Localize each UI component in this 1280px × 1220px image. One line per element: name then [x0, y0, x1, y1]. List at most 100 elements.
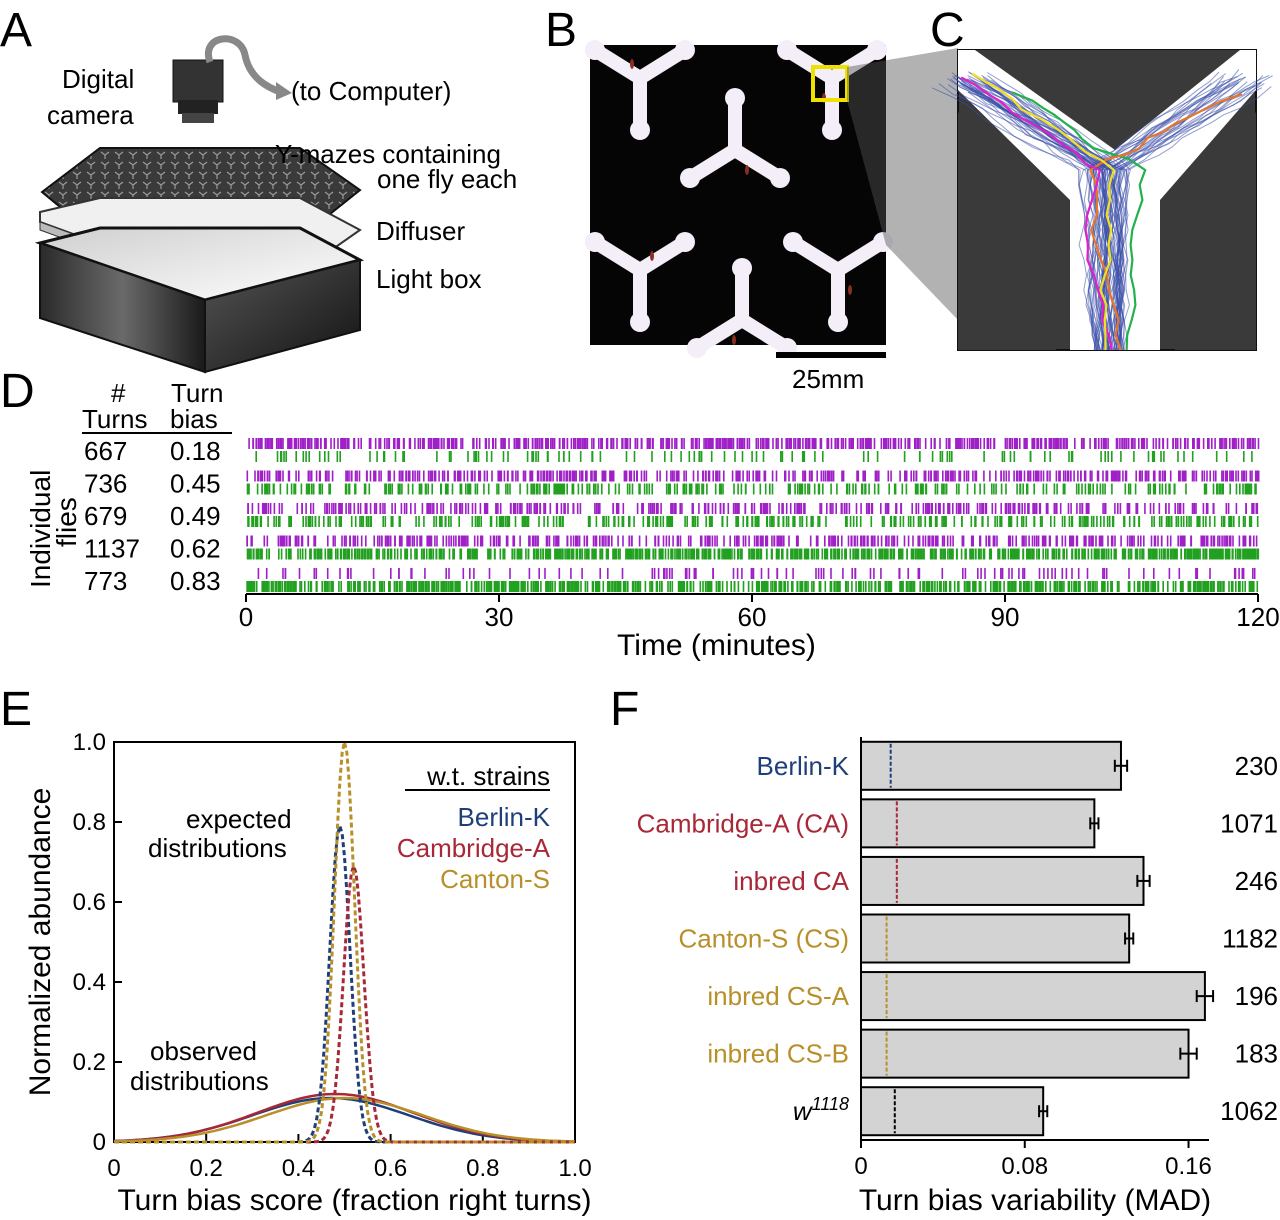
maze-label-line2: one fly each [377, 164, 517, 194]
fly-turn-bias: 0.62 [170, 534, 221, 564]
category-label: inbred CA [733, 866, 849, 896]
camera-label-line1: Digital [62, 64, 134, 94]
category-label: inbred CS-B [707, 1039, 849, 1069]
observed-curve [113, 1092, 576, 1143]
legend-entry: Cambridge-A [397, 833, 551, 863]
y-maze [585, 40, 695, 140]
category-label: Canton-S (CS) [679, 924, 850, 954]
turn-bias-chart: 0 0.2 0.4 0.6 0.8 1.0 0 0.2 0.4 0.6 0.8 1.0 Normaliz… [24, 729, 592, 1217]
d-tick-label: 0 [239, 602, 253, 632]
e-annotation: expected [186, 804, 292, 834]
fly-turn-count: 773 [84, 566, 127, 596]
panel-d: D # Turns Turn bias Individual flies 667… [0, 365, 1280, 662]
sample-size: 230 [1235, 751, 1278, 781]
variability-bar [860, 855, 1145, 906]
lightbox-side [204, 258, 361, 374]
fly-trace [975, 76, 1125, 351]
raster-row [246, 568, 1259, 592]
e-ylabel: Normalized abundance [24, 788, 57, 1097]
fly-trace [1078, 71, 1220, 351]
e-x-tick-label: 0.2 [190, 1155, 223, 1182]
observed-curve [113, 1096, 576, 1143]
highlight-trace [971, 72, 1116, 351]
fly-turn-count: 679 [84, 501, 127, 531]
fly-rows: 667 0.18 736 0.45 679 0.49 1137 0.62 773 0.83 [84, 436, 221, 596]
fly-trace [931, 87, 1096, 351]
variability-bar [860, 913, 1131, 964]
fly-trace [986, 72, 1131, 351]
variability-bar [860, 740, 1122, 791]
legend-title: w.t. strains [426, 761, 550, 791]
highlight-trace [960, 76, 1114, 351]
fly-turn-bias: 0.45 [170, 469, 221, 499]
expected-curve [114, 741, 575, 1144]
fly-turn-count: 667 [84, 436, 127, 466]
category-label: Berlin-K [757, 751, 850, 781]
camera-icon [172, 35, 292, 123]
col-header-turns: Turns [82, 404, 148, 434]
category-label: Cambridge-A (CA) [637, 808, 849, 838]
col-header-turns-hash: # [111, 378, 126, 408]
col-header-bias-1: Turn [171, 378, 224, 408]
raster-row [248, 438, 1260, 462]
fly-turn-bias: 0.18 [170, 436, 221, 466]
fly-trace [1101, 69, 1240, 351]
raster-row [247, 503, 1259, 527]
maze-array [585, 40, 893, 358]
f-x-tick-label: 0.16 [1165, 1153, 1212, 1180]
raster-row [246, 535, 1260, 560]
d-tick-label: 30 [485, 602, 514, 632]
e-x-tick-label: 0.8 [466, 1155, 499, 1182]
fly [630, 59, 634, 69]
diffuser-label: Diffuser [376, 216, 465, 246]
sample-size: 1071 [1220, 808, 1278, 838]
e-annotation: observed [150, 1036, 257, 1066]
panel-c: C [930, 4, 1273, 351]
fly-trace [967, 78, 1124, 351]
panel-a: A Digital camera (to Computer) Y-mazes c… [0, 4, 517, 374]
maze-label-line1: Y-mazes containing [275, 139, 501, 169]
fly-turn-bias: 0.83 [170, 566, 221, 596]
expected-curve [114, 861, 575, 1144]
d-tick-label: 120 [1236, 602, 1279, 632]
e-plot-frame [113, 741, 576, 1143]
fly-turn-count: 1137 [84, 534, 140, 564]
y-maze [777, 40, 887, 140]
d-x-ticks: 0 30 60 90 120 [239, 594, 1280, 632]
lightbox-label: Light box [376, 264, 482, 294]
fly [650, 251, 654, 261]
col-header-bias-2: bias [170, 404, 218, 434]
legend-entry: Canton-S [440, 864, 550, 894]
f-x-tick-label: 0 [854, 1153, 867, 1180]
zoom-projection [847, 48, 958, 320]
panel-label-b: B [545, 4, 577, 57]
panel-f: F Berlin-K 230 Cambridge-A (CA) 1071 inbred … [610, 683, 1278, 1217]
turn-raster [246, 438, 1260, 592]
e-y-tick-label: 1.0 [73, 729, 106, 756]
d-tick-label: 60 [738, 602, 767, 632]
computer-label: (to Computer) [291, 76, 451, 106]
e-y-tick-label: 0.8 [73, 809, 106, 836]
highlight-trace [1011, 91, 1147, 351]
variability-bar [860, 1028, 1190, 1079]
sample-size: 246 [1235, 866, 1278, 896]
f-xlabel: Turn bias variability (MAD) [859, 1184, 1211, 1217]
e-x-tick-label: 0 [107, 1155, 120, 1182]
f-x-tick-label: 0.08 [1001, 1153, 1048, 1180]
panel-label-d: D [0, 365, 35, 418]
e-y-tick-label: 0.2 [73, 1049, 106, 1076]
fly-turn-count: 736 [84, 469, 127, 499]
e-annotation: distributions [130, 1066, 269, 1096]
y-maze [783, 232, 893, 332]
fly-turn-bias: 0.49 [170, 501, 221, 531]
sample-size: 1182 [1222, 924, 1278, 954]
trajectory-traces [931, 69, 1273, 351]
fly [848, 285, 852, 295]
e-x-tick-label: 0.6 [374, 1155, 407, 1182]
y-maze [680, 88, 790, 188]
scale-label: 25mm [792, 364, 864, 394]
raster-row [246, 470, 1260, 495]
d-tick-label: 90 [991, 602, 1020, 632]
fly-trace [990, 79, 1123, 350]
e-x-tick-label: 1.0 [558, 1155, 591, 1182]
